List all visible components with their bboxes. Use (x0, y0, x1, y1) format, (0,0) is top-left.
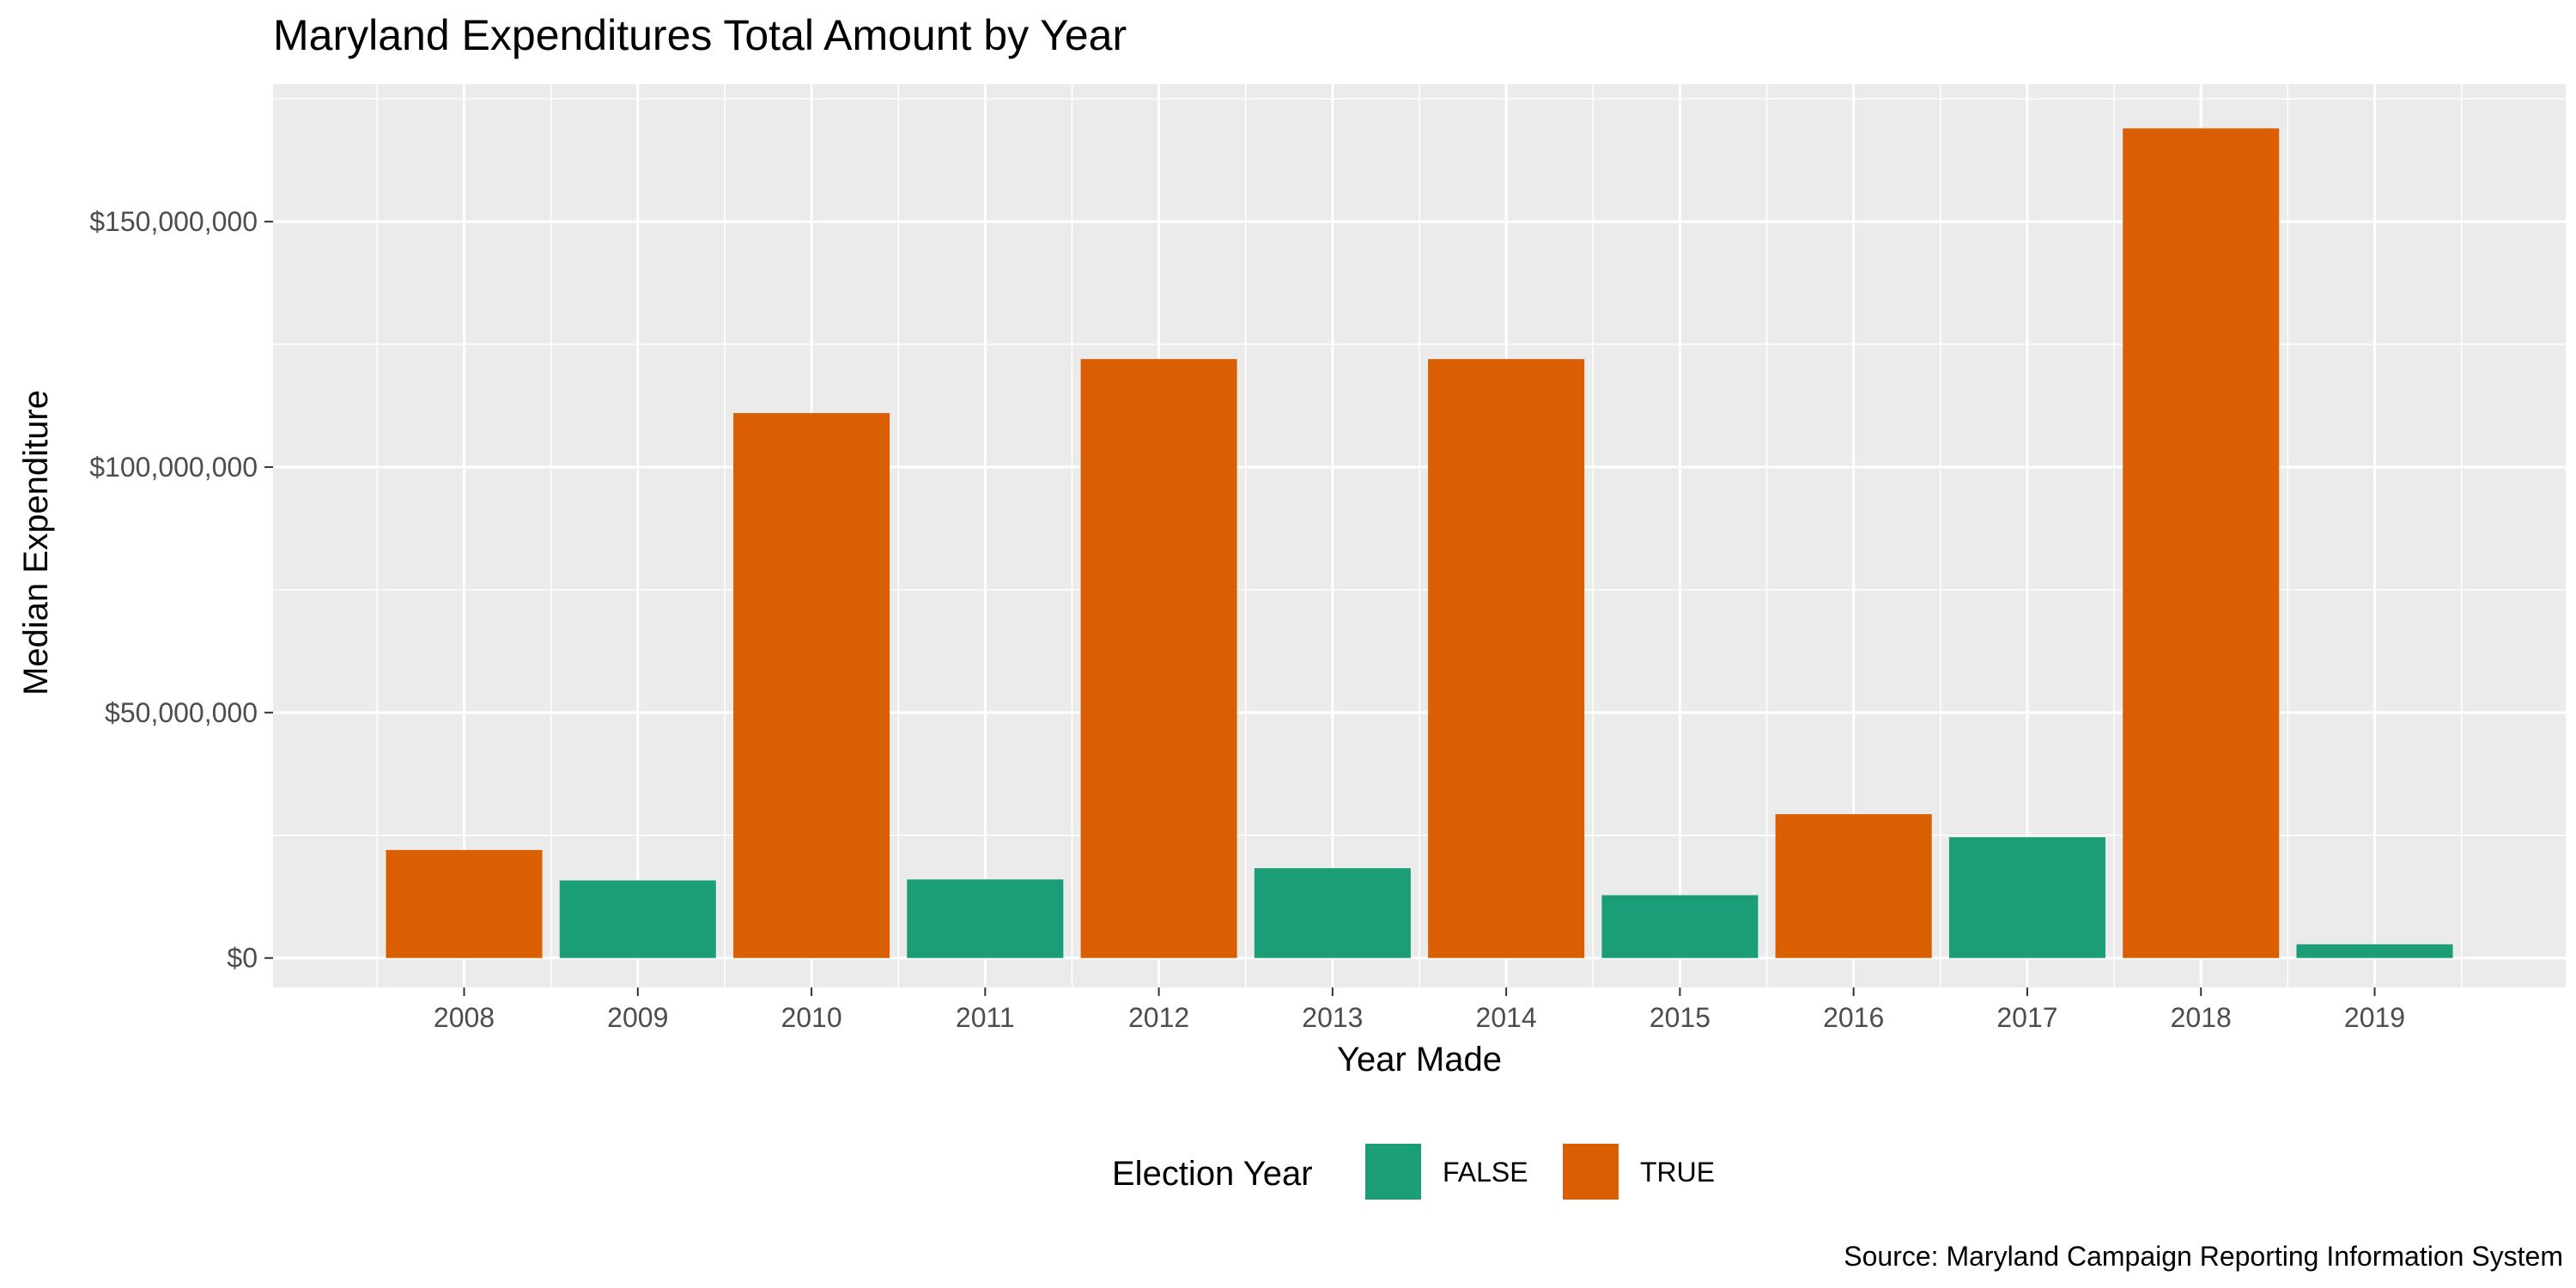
legend: Election Year FALSE TRUE (1112, 1144, 1715, 1200)
legend-label-false: FALSE (1443, 1157, 1528, 1188)
x-tick-label: 2016 (1823, 1002, 1884, 1033)
bar-2012 (1080, 359, 1237, 958)
y-axis-title: Median Expenditure (17, 390, 55, 696)
x-tick-label: 2019 (2344, 1002, 2405, 1033)
bar-2011 (907, 879, 1064, 958)
bar-2010 (733, 413, 890, 958)
chart-title: Maryland Expenditures Total Amount by Ye… (273, 11, 1127, 59)
y-tick-label: $100,000,000 (89, 452, 258, 483)
x-tick-label: 2012 (1128, 1002, 1189, 1033)
y-tick-label: $0 (227, 943, 258, 974)
bar-2014 (1428, 359, 1585, 958)
bar-2018 (2123, 128, 2280, 958)
y-tick-label: $150,000,000 (89, 206, 258, 237)
x-tick-label: 2010 (781, 1002, 841, 1033)
legend-title: Election Year (1112, 1155, 1313, 1193)
x-tick-label: 2017 (1996, 1002, 2057, 1033)
x-tick-label: 2009 (607, 1002, 668, 1033)
x-tick-label: 2015 (1649, 1002, 1710, 1033)
y-axis-ticks: $0 $50,000,000 $100,000,000 $150,000,000 (89, 206, 273, 974)
bar-2009 (559, 880, 716, 958)
x-tick-label: 2014 (1476, 1002, 1537, 1033)
x-tick-label: 2018 (2171, 1002, 2232, 1033)
x-tick-label: 2008 (434, 1002, 495, 1033)
legend-key-false (1365, 1144, 1421, 1200)
bar-2013 (1254, 868, 1411, 958)
legend-label-true: TRUE (1640, 1157, 1715, 1188)
y-tick-label: $50,000,000 (105, 697, 258, 728)
x-tick-label: 2011 (956, 1002, 1015, 1033)
bar-2015 (1601, 895, 1759, 958)
bars (386, 128, 2453, 958)
chart-caption: Source: Maryland Campaign Reporting Info… (1844, 1241, 2563, 1272)
bar-2017 (1948, 837, 2105, 958)
x-tick-label: 2013 (1302, 1002, 1363, 1033)
legend-key-true (1563, 1144, 1619, 1200)
bar-2008 (386, 849, 543, 958)
bar-2019 (2296, 944, 2453, 958)
x-axis-title: Year Made (1337, 1041, 1502, 1078)
bar-2016 (1775, 814, 1932, 958)
x-axis-ticks: 2008 2009 2010 2011 2012 2013 2014 2015 2016 2017… (434, 987, 2405, 1033)
